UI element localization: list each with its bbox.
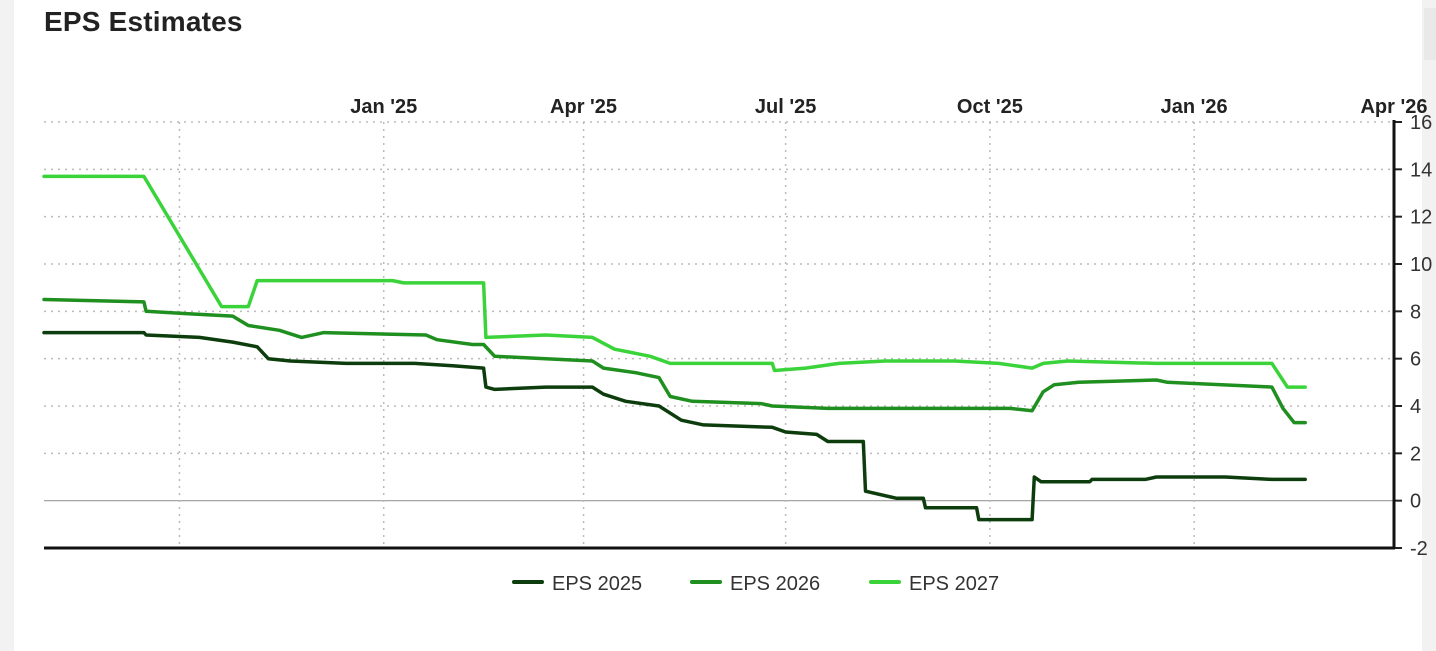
y-tick-label: 12 (1410, 207, 1432, 229)
x-tick-label: Apr '25 (550, 96, 617, 118)
y-tick-label: 4 (1410, 396, 1421, 418)
legend: EPS 2025 EPS 2026 EPS 2027 (512, 573, 999, 595)
legend-label[interactable]: EPS 2027 (909, 573, 999, 595)
y-tick-label: 0 (1410, 491, 1421, 513)
x-tick-label: Jul '25 (755, 96, 816, 118)
y-tick-label: 14 (1410, 159, 1432, 181)
x-tick-label: Apr '26 (1360, 96, 1427, 118)
y-tick-label: 6 (1410, 349, 1421, 371)
scrollbar-thumb[interactable] (1424, 8, 1436, 60)
x-tick-label: Oct '25 (957, 96, 1023, 118)
y-tick-label: 16 (1410, 112, 1432, 134)
series-layer (42, 174, 1307, 522)
grid-layer (44, 121, 1395, 548)
series-line-eps-2025 (42, 330, 1307, 522)
series-line-eps-2026 (42, 297, 1307, 425)
legend-label[interactable]: EPS 2025 (552, 573, 642, 595)
y-tick-label: 8 (1410, 301, 1421, 323)
y-tick-label: 2 (1410, 443, 1421, 465)
x-tick-label: Jan '26 (1161, 96, 1228, 118)
x-tick-label: Jan '25 (350, 96, 417, 118)
axis-layer: -2 0 2 4 6 8 10 12 14 16 Jan '25 Apr '25 Jul '25 Oct … (44, 96, 1432, 560)
legend-label[interactable]: EPS 2026 (730, 573, 820, 595)
y-tick-label: 10 (1410, 254, 1432, 276)
chart-title: EPS Estimates (44, 6, 243, 37)
series-line-eps-2027 (42, 174, 1307, 389)
y-tick-label: -2 (1410, 538, 1428, 560)
